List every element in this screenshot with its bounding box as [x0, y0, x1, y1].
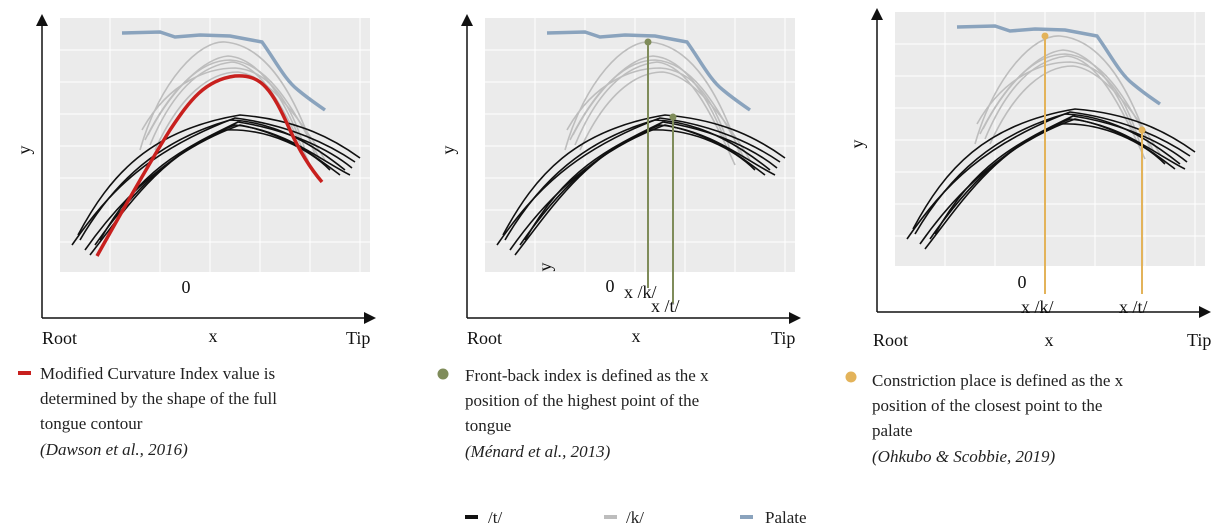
caption-line: position of the highest point of the — [465, 391, 699, 410]
root-label: Root — [873, 330, 908, 350]
marker-dot — [669, 113, 677, 121]
citation: (Ohkubo & Scobbie, 2019) — [872, 447, 1056, 466]
x-label: x — [209, 326, 218, 346]
x-label: x — [632, 326, 641, 346]
marker-label: x /t/ — [1119, 297, 1148, 317]
caption-line: palate — [872, 421, 913, 440]
marker-label: x /t/ — [651, 296, 680, 316]
zero-label: 0 — [182, 277, 191, 297]
legend: /t/ /k/ Palate — [465, 508, 807, 527]
marker-dot — [1138, 126, 1146, 134]
panel-3: y 0 x /k/ x /t/ Root x Tip Constriction … — [845, 12, 1211, 466]
tip-label: Tip — [346, 328, 370, 348]
caption-line: Front-back index is defined as the x — [465, 366, 709, 385]
tip-label: Tip — [771, 328, 795, 348]
caption-line: tongue — [465, 416, 511, 435]
caption-line: Modified Curvature Index value is — [40, 364, 275, 383]
bullet — [845, 371, 857, 383]
marker-label: x /k/ — [1021, 297, 1054, 317]
panel-2: y y 0 x /k/ x /t/ Root x Tip Front-back … — [437, 18, 796, 461]
legend-label: /k/ — [626, 508, 644, 527]
caption-line: Constriction place is defined as the x — [872, 371, 1124, 390]
citation: (Ménard et al., 2013) — [465, 442, 611, 461]
x-label: x — [1045, 330, 1054, 350]
bullet — [437, 368, 449, 380]
caption-line: tongue contour — [40, 414, 143, 433]
panel-1: y 0 Root x Tip Modified Curvature Index … — [14, 18, 370, 459]
citation: (Dawson et al., 2016) — [40, 440, 188, 459]
zero-label: 0 — [1018, 272, 1027, 292]
root-label: Root — [42, 328, 77, 348]
caption-line: position of the closest point to the — [872, 396, 1102, 415]
legend-label: Palate — [765, 508, 807, 527]
y-label: y — [14, 146, 34, 155]
stray-label: y — [535, 263, 555, 272]
marker-dot — [644, 38, 652, 46]
y-label: y — [438, 146, 458, 155]
curvature-contour — [95, 74, 324, 257]
marker-label: x /k/ — [624, 282, 657, 302]
marker-dot — [1041, 32, 1049, 40]
caption-line: determined by the shape of the full — [40, 389, 277, 408]
root-label: Root — [467, 328, 502, 348]
zero-label: 0 — [606, 276, 615, 296]
legend-label: /t/ — [488, 508, 502, 527]
tip-label: Tip — [1187, 330, 1211, 350]
y-label: y — [847, 140, 867, 149]
